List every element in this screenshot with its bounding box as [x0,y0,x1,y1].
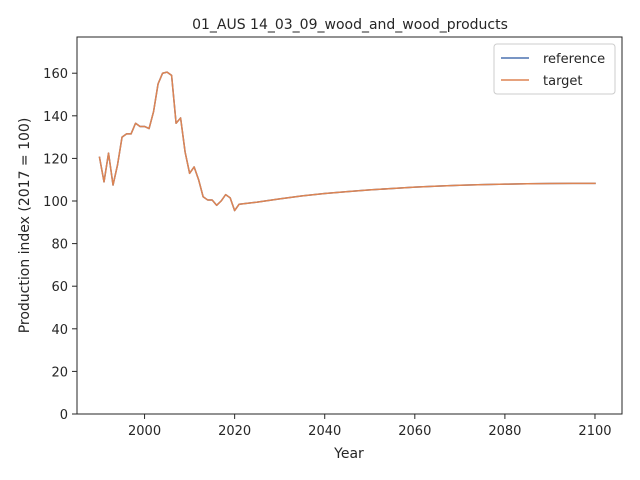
y-tick-label: 40 [51,323,68,338]
y-tick-label: 100 [43,195,68,210]
y-tick-label: 0 [60,408,68,423]
x-axis: 2000 2020 2040 2060 2080 2100 [128,414,612,439]
y-tick-label: 140 [43,110,68,125]
y-tick-label: 120 [43,152,68,167]
y-tick-label: 60 [51,280,68,295]
y-axis: 0 20 40 60 80 100 120 140 160 [43,67,77,423]
x-axis-label: Year [333,446,364,462]
x-tick-label: 2100 [578,424,611,439]
legend-label-target: target [543,74,583,89]
legend-box [493,43,616,95]
legend-label-reference: reference [543,52,605,67]
y-axis-label: Production index (2017 = 100) [17,118,33,334]
series-layer [98,71,596,212]
y-tick-label: 160 [43,67,68,82]
x-tick-label: 2020 [218,424,251,439]
chart-title: 01_AUS 14_03_09_wood_and_wood_products [192,17,508,33]
y-tick-label: 20 [51,365,68,380]
x-tick-label: 2060 [398,424,431,439]
series-line-target [98,71,596,212]
y-tick-label: 80 [51,238,68,253]
legend: reference target [493,43,616,95]
x-tick-label: 2080 [488,424,521,439]
x-tick-label: 2000 [128,424,161,439]
x-tick-label: 2040 [308,424,341,439]
plot-frame [76,36,623,415]
